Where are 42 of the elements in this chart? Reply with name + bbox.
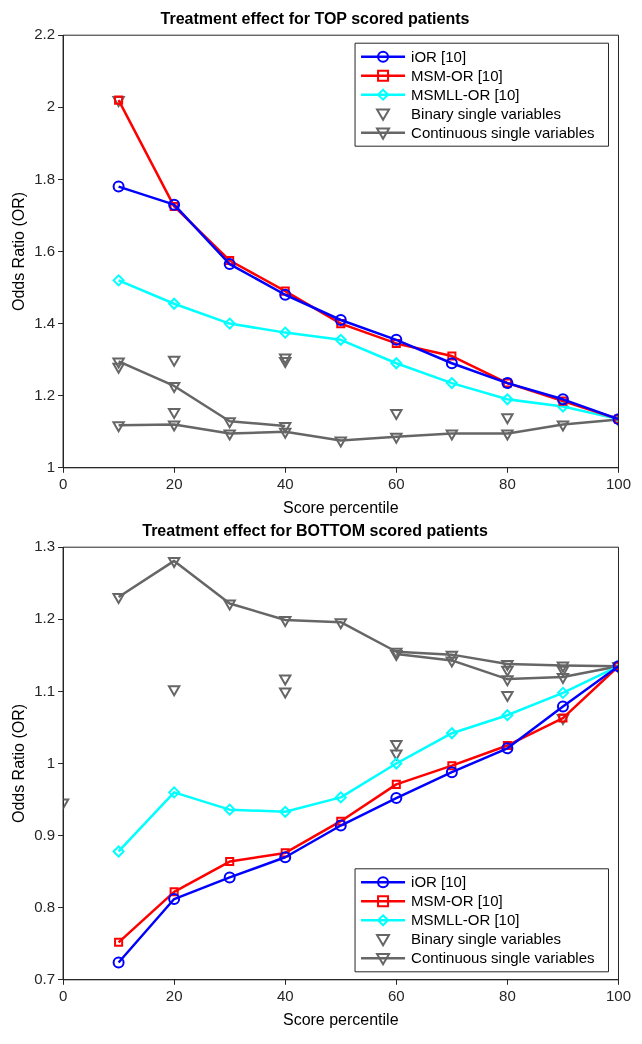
y-axis-title: Odds Ratio (OR) xyxy=(10,191,28,312)
x-tick-label: 0 xyxy=(58,986,68,1004)
y-tick-label: 1.1 xyxy=(34,681,56,699)
legend-label: Continuous single variables xyxy=(411,949,595,967)
legend-label: MSM-OR [10] xyxy=(411,66,503,84)
y-tick-label: 0.9 xyxy=(34,825,56,843)
x-tick-label: 20 xyxy=(165,986,183,1004)
y-tick-label: 1.6 xyxy=(34,241,56,259)
legend-label: Continuous single variables xyxy=(411,123,595,141)
y-axis-title: Odds Ratio (OR) xyxy=(10,703,28,824)
x-tick-label: 20 xyxy=(165,474,183,492)
y-tick-label: 1.8 xyxy=(34,169,56,187)
legend-label: iOR [10] xyxy=(411,47,467,65)
x-tick-label: 60 xyxy=(387,474,405,492)
legend-label: Binary single variables xyxy=(411,930,562,948)
y-tick-label: 1.3 xyxy=(34,537,56,555)
x-tick-label: 40 xyxy=(276,474,294,492)
chart-title: Treatment effect for TOP scored patients xyxy=(160,10,470,28)
y-tick-label: 1.2 xyxy=(34,609,56,627)
legend-label: MSM-OR [10] xyxy=(411,892,503,910)
y-tick-label: 2 xyxy=(46,97,56,115)
y-tick-label: 1.2 xyxy=(34,385,56,403)
x-tick-label: 100 xyxy=(605,474,631,492)
y-tick-label: 0.8 xyxy=(34,897,56,915)
x-tick-label: 100 xyxy=(605,986,631,1004)
chart-title: Treatment effect for BOTTOM scored patients xyxy=(142,522,488,540)
y-tick-label: 1.4 xyxy=(34,313,56,331)
legend-label: MSMLL-OR [10] xyxy=(411,911,520,929)
y-tick-label: 0.7 xyxy=(34,969,56,987)
x-axis-title: Score percentile xyxy=(282,1010,399,1028)
y-tick-label: 1 xyxy=(46,753,56,771)
legend-label: MSMLL-OR [10] xyxy=(411,85,520,103)
y-tick-label: 2.2 xyxy=(34,25,56,43)
x-axis-title: Score percentile xyxy=(282,498,399,516)
legend-label: iOR [10] xyxy=(411,873,467,891)
x-tick-label: 60 xyxy=(387,986,405,1004)
x-tick-label: 0 xyxy=(58,474,68,492)
x-tick-label: 40 xyxy=(276,986,294,1004)
x-tick-label: 80 xyxy=(499,474,516,492)
y-tick-label: 1 xyxy=(46,457,56,475)
legend-label: Binary single variables xyxy=(411,104,562,122)
x-tick-label: 80 xyxy=(499,986,516,1004)
